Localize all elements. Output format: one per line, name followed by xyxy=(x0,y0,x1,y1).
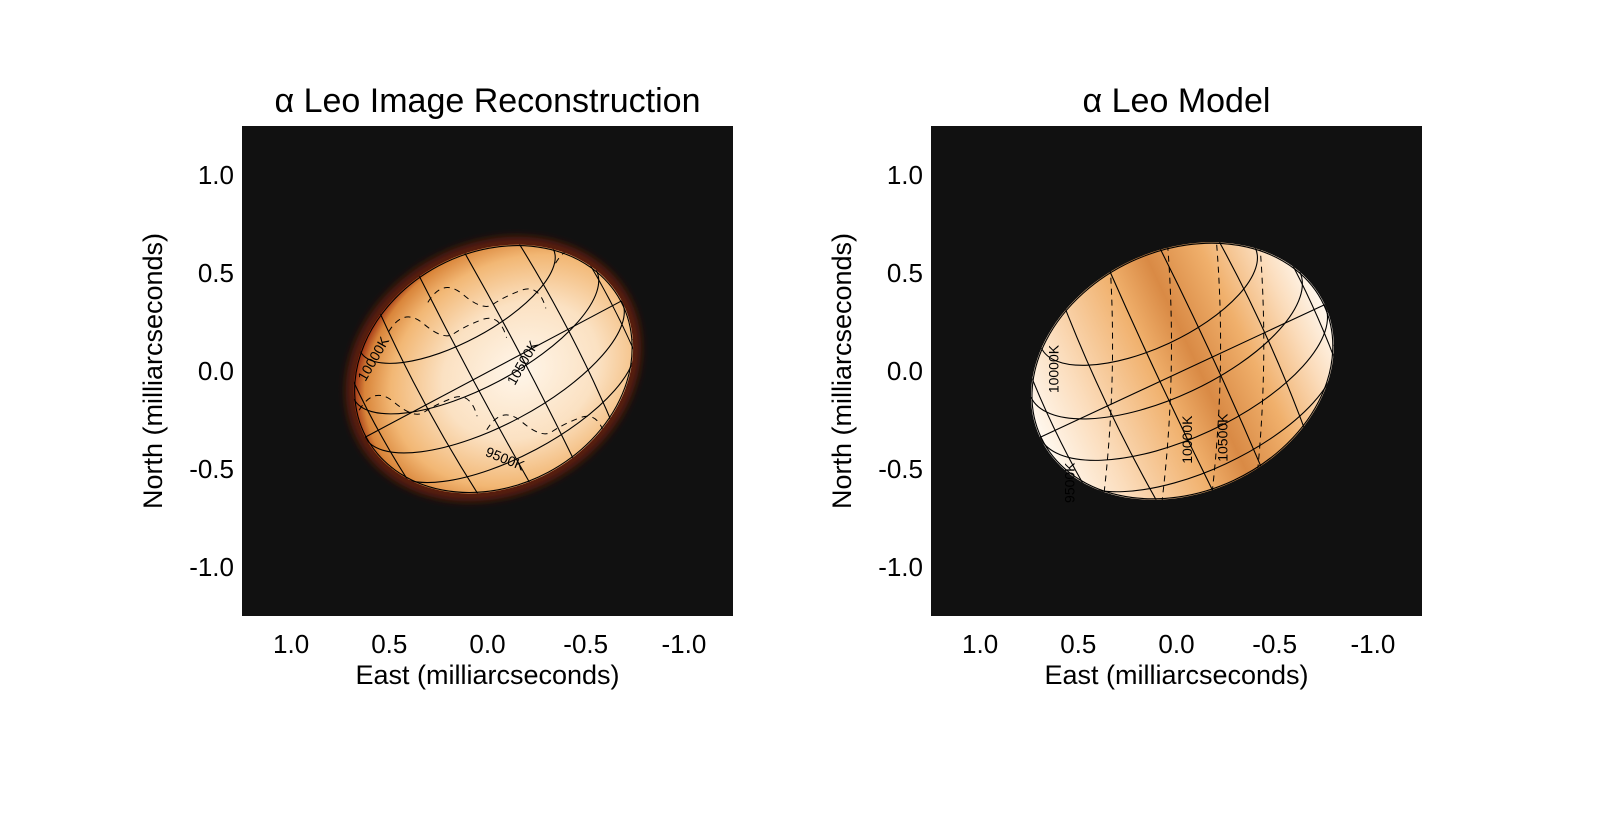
x-tick-label: 0.0 xyxy=(469,629,505,659)
y-tick-label: -1.0 xyxy=(189,552,234,582)
latitude-line xyxy=(1040,248,1258,366)
x-tick-label: 1.0 xyxy=(962,629,998,659)
x-tick-label: -1.0 xyxy=(1350,629,1395,659)
y-tick-label: 0.0 xyxy=(198,356,234,386)
y-tick-label: -1.0 xyxy=(878,552,923,582)
latitude-line xyxy=(359,248,556,364)
contour-label: 10000K xyxy=(1179,415,1195,464)
y-tick-label: 1.0 xyxy=(198,160,234,190)
chart-title: α Leo Model xyxy=(1083,82,1271,120)
y-tick-label: 0.5 xyxy=(887,258,923,288)
star-outline xyxy=(354,245,633,494)
latitude-line xyxy=(1030,271,1303,420)
x-axis-label: East (milliarcseconds) xyxy=(355,660,619,690)
chart-panel-2: α Leo Model 10000K 10500K 10000K 9500K 1.0 0.5… xyxy=(827,82,1422,690)
x-tick-label: -0.5 xyxy=(563,629,608,659)
contour-label: 10000K xyxy=(1046,344,1062,393)
y-tick-label: 0.5 xyxy=(198,258,234,288)
x-tick-label: 0.5 xyxy=(1060,629,1096,659)
x-axis-label: East (milliarcseconds) xyxy=(1044,660,1308,690)
y-tick-label: 1.0 xyxy=(887,160,923,190)
y-tick-label: -0.5 xyxy=(878,454,923,484)
latitude-line xyxy=(364,300,625,454)
y-tick-label: -0.5 xyxy=(189,454,234,484)
y-axis-label: North (milliarcseconds) xyxy=(138,233,168,509)
contour-line xyxy=(1209,233,1222,513)
contour-label: 9500K xyxy=(1061,462,1077,503)
x-tick-label: -1.0 xyxy=(661,629,706,659)
contour-label: 10500K xyxy=(1215,413,1231,462)
chart-title: α Leo Image Reconstruction xyxy=(275,82,701,120)
x-tick-label: 0.0 xyxy=(1158,629,1194,659)
star-outline xyxy=(1031,242,1334,500)
latitude-line xyxy=(353,270,600,415)
equator-line xyxy=(1039,304,1326,438)
y-tick-label: 0.0 xyxy=(887,356,923,386)
x-tick-label: 1.0 xyxy=(273,629,309,659)
y-axis-label: North (milliarcseconds) xyxy=(827,233,857,509)
equator-line xyxy=(364,300,622,438)
x-tick-label: -0.5 xyxy=(1252,629,1297,659)
x-tick-label: 0.5 xyxy=(371,629,407,659)
contour-line xyxy=(1160,233,1172,513)
